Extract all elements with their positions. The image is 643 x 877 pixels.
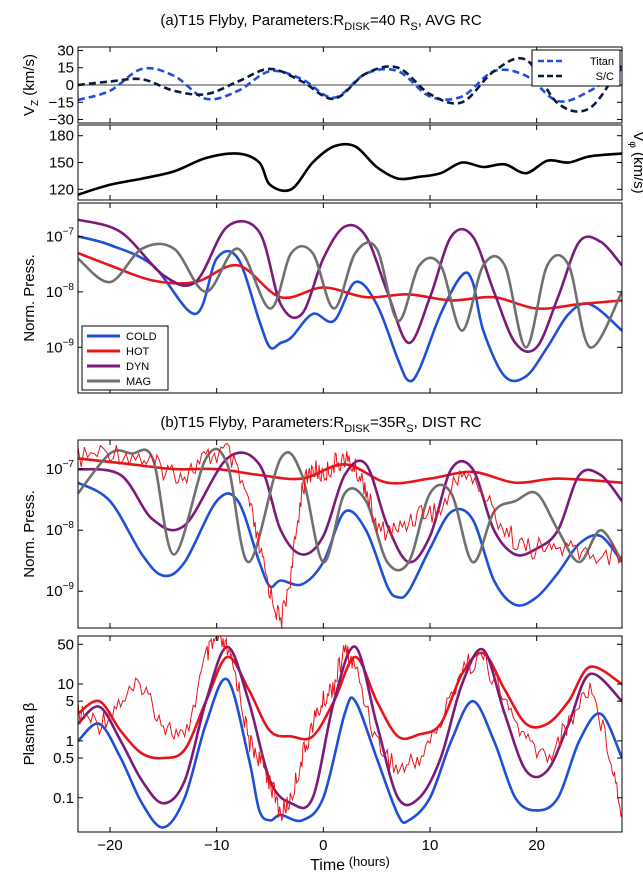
- y-tick-label: 180: [49, 128, 74, 145]
- panel-frame: [77, 124, 623, 201]
- y-tick-label: 0.5: [53, 750, 74, 767]
- y-tick-label: 10−7: [46, 459, 75, 478]
- y-tick-label: 0: [66, 77, 74, 94]
- legend-label: COLD: [126, 331, 157, 343]
- y-tick-label: 120: [49, 181, 74, 198]
- y-tick-label: 5: [66, 693, 74, 710]
- series-cold: [78, 235, 622, 383]
- y-tick-label: 0.1: [53, 790, 74, 807]
- y-axis-label: Plasma β: [21, 702, 38, 765]
- x-axis-label: Time (hours): [310, 854, 390, 874]
- y-axis-label: Norm. Press.: [21, 254, 38, 342]
- series-vphi: [78, 142, 622, 196]
- panel-frame: [77, 439, 623, 629]
- panel-frame: [77, 635, 623, 833]
- legend-label: HOT: [126, 346, 150, 358]
- series-dyn: [78, 451, 622, 564]
- title-a: (a)T15 Flyby, Parameters:RDISK=40 RS, AV…: [160, 12, 481, 33]
- series-dyn: [78, 645, 622, 810]
- y-axis-label: Vφ (km/s): [627, 131, 643, 193]
- y-tick-label: 10−9: [46, 337, 75, 356]
- legend-label: Titan: [590, 56, 614, 68]
- series-titan: [78, 66, 622, 103]
- x-tick-label: 0: [319, 837, 327, 854]
- y-tick-label: −30: [49, 112, 74, 129]
- y-tick-label: 50: [57, 636, 74, 653]
- panel-vphi: 120 150 180 Vφ (km/s): [49, 124, 643, 201]
- y-tick-label: −15: [49, 94, 74, 111]
- y-tick-label: 10: [57, 676, 74, 693]
- legend-box: [531, 49, 621, 87]
- series-hot: [78, 251, 622, 311]
- series-mag: [78, 241, 622, 349]
- series-hot_meas: [78, 442, 622, 628]
- series-sc: [78, 56, 622, 113]
- x-tick-label: 20: [528, 837, 545, 854]
- x-tick-label: −10: [204, 837, 229, 854]
- x-axis: −20 −10 0 10 20 Time (hours): [97, 837, 545, 874]
- title-text: (b)T15 Flyby, Parameters:RDISK=35RS, DIS…: [160, 414, 481, 435]
- y-tick-label: 10−8: [46, 520, 75, 539]
- x-tick-label: 10: [422, 837, 439, 854]
- y-tick-label: 150: [49, 155, 74, 172]
- y-axis-label: VZ (km/s): [21, 54, 41, 116]
- title-text: (a)T15 Flyby, Parameters:RDISK=40 RS, AV…: [160, 12, 481, 33]
- y-tick-label: 1: [66, 733, 74, 750]
- y-tick-label: 15: [57, 60, 74, 77]
- series-mag: [78, 447, 622, 572]
- y-axis-label: Norm. Press.: [21, 490, 38, 578]
- panel-beta_b: 0.1 0.51 510 50 Plasma β: [21, 635, 623, 833]
- legend-label: DYN: [126, 361, 149, 373]
- series-hot: [78, 651, 622, 760]
- y-tick-label: 30: [57, 42, 74, 59]
- panel-frame: [77, 202, 623, 394]
- panel-press_a: 10−9 10−8 10−7 Norm. Press. COLD HOT DYN MAG: [21, 202, 623, 394]
- x-tick-label: −20: [97, 837, 122, 854]
- series-cold: [78, 677, 622, 829]
- panel-press_b: 10−9 10−8 10−7 Norm. Press.: [21, 439, 623, 629]
- series-hot_meas: [78, 636, 622, 822]
- y-tick-label: 10−7: [46, 226, 75, 245]
- y-tick-label: 10−8: [46, 282, 75, 301]
- legend-label: S/C: [596, 71, 614, 83]
- title-b: (b)T15 Flyby, Parameters:RDISK=35RS, DIS…: [160, 414, 481, 435]
- legend-label: MAG: [126, 376, 151, 388]
- series-cold: [78, 481, 622, 607]
- y-tick-label: 10−9: [46, 581, 75, 600]
